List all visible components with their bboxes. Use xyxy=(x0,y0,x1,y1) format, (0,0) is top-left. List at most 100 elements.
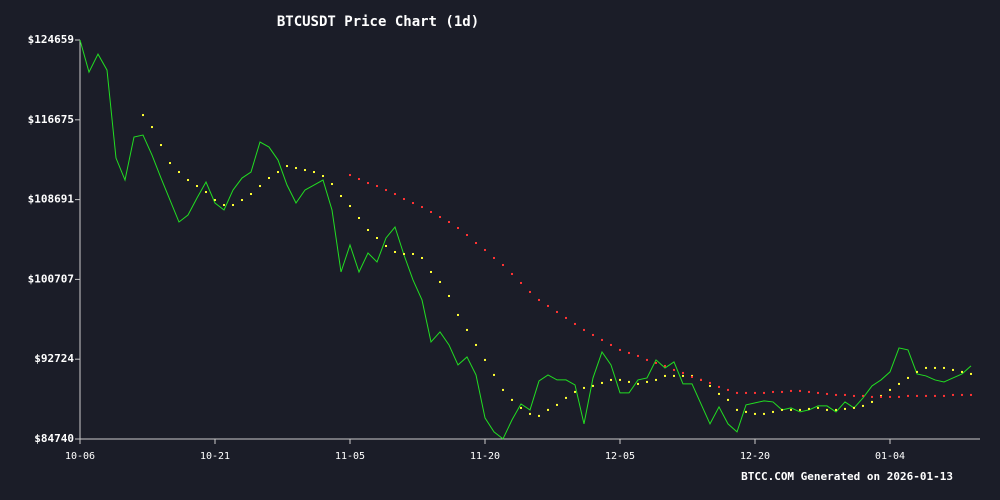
ma-dot xyxy=(934,366,936,369)
ma-dot xyxy=(610,343,612,346)
ma-dot xyxy=(853,406,855,409)
ma-dot xyxy=(682,371,684,374)
ma-dot xyxy=(502,388,504,391)
ma-dot xyxy=(583,386,585,389)
ma-dot xyxy=(367,182,369,185)
ma-dot xyxy=(970,393,972,396)
ma-dot xyxy=(448,221,450,224)
ma-dot xyxy=(232,204,234,207)
y-tick-label: $84740 xyxy=(34,432,74,445)
ma-dot xyxy=(862,394,864,397)
ma-dot xyxy=(574,322,576,325)
ma-dot xyxy=(952,393,954,396)
ma-dot xyxy=(961,393,963,396)
ma-dot xyxy=(556,310,558,313)
ma-dot xyxy=(844,407,846,410)
ma-dot xyxy=(754,391,756,394)
ma-dot xyxy=(430,270,432,273)
ma-dot xyxy=(790,389,792,392)
ma-dot xyxy=(277,171,279,174)
ma-dot xyxy=(583,328,585,331)
x-tick-label: 11-05 xyxy=(335,451,365,462)
x-tick-label: 10-21 xyxy=(200,451,230,462)
ma-dot xyxy=(889,395,891,398)
ma-dot xyxy=(340,195,342,198)
ma-dot xyxy=(826,392,828,395)
ma-dot xyxy=(826,408,828,411)
ma-dot xyxy=(349,205,351,208)
ma-dot xyxy=(538,414,540,417)
ma-dot xyxy=(664,374,666,377)
ma-dot xyxy=(448,294,450,297)
ma-dot xyxy=(898,382,900,385)
ma-dot xyxy=(268,177,270,180)
ma-dot xyxy=(970,372,972,375)
ma-dot xyxy=(547,304,549,307)
ma-dot xyxy=(592,384,594,387)
ma-dot xyxy=(412,202,414,205)
ma-dot xyxy=(214,199,216,202)
y-tick-label: $116675 xyxy=(28,113,74,126)
chart-title: BTCUSDT Price Chart (1d) xyxy=(277,14,479,30)
ma-dot xyxy=(484,358,486,361)
ma-dot xyxy=(421,256,423,259)
ma-dot xyxy=(727,398,729,401)
ma-dot xyxy=(574,390,576,393)
ma-dot xyxy=(655,361,657,364)
ma-dot xyxy=(808,407,810,410)
ma-dot xyxy=(286,165,288,168)
ma-dot xyxy=(871,400,873,403)
ma-dot xyxy=(943,366,945,369)
ma-dot xyxy=(817,406,819,409)
ma-dot xyxy=(367,228,369,231)
ma-dot xyxy=(376,236,378,239)
ma-dot xyxy=(601,338,603,341)
x-tick-label: 11-20 xyxy=(470,451,500,462)
ma-dot xyxy=(160,144,162,147)
ma-dot xyxy=(907,394,909,397)
ma-dot xyxy=(439,280,441,283)
ma-dot xyxy=(628,380,630,383)
ma-dot xyxy=(664,364,666,367)
ma-dot xyxy=(358,178,360,181)
ma-dot xyxy=(439,216,441,219)
ma-dot xyxy=(682,374,684,377)
ma-dot xyxy=(547,408,549,411)
ma-dot xyxy=(781,408,783,411)
ma-dot xyxy=(565,396,567,399)
ma-dot xyxy=(313,171,315,174)
ma-dot xyxy=(259,185,261,188)
ma-dot xyxy=(331,183,333,186)
ma-dot xyxy=(952,368,954,371)
ma-dot xyxy=(538,298,540,301)
ma-dot xyxy=(511,272,513,275)
ma-dot xyxy=(601,381,603,384)
price-line xyxy=(79,39,972,440)
ma-dot xyxy=(241,199,243,202)
ma-dot xyxy=(385,244,387,247)
ma-dot xyxy=(754,412,756,415)
ma-dot xyxy=(925,394,927,397)
ma-dot xyxy=(907,376,909,379)
ma-dot xyxy=(421,206,423,209)
ma-dot xyxy=(943,394,945,397)
ma-dot xyxy=(916,394,918,397)
ma-dot xyxy=(772,410,774,413)
ma-dot xyxy=(223,204,225,207)
ma-dot xyxy=(628,351,630,354)
ma-dot xyxy=(925,366,927,369)
ma-dot xyxy=(673,374,675,377)
ma-dot xyxy=(781,390,783,393)
ma-dot xyxy=(349,174,351,177)
ma-dot xyxy=(772,390,774,393)
ma-dot xyxy=(457,313,459,316)
ma-dot xyxy=(799,389,801,392)
ma-dot xyxy=(745,410,747,413)
ma-dot xyxy=(619,378,621,381)
ma-dot xyxy=(844,393,846,396)
ma-dot xyxy=(718,385,720,388)
y-tick-label: $100707 xyxy=(28,272,74,285)
ma-dot xyxy=(673,368,675,371)
footer: BTCC.COM Generated on 2026-01-13 xyxy=(741,470,953,483)
